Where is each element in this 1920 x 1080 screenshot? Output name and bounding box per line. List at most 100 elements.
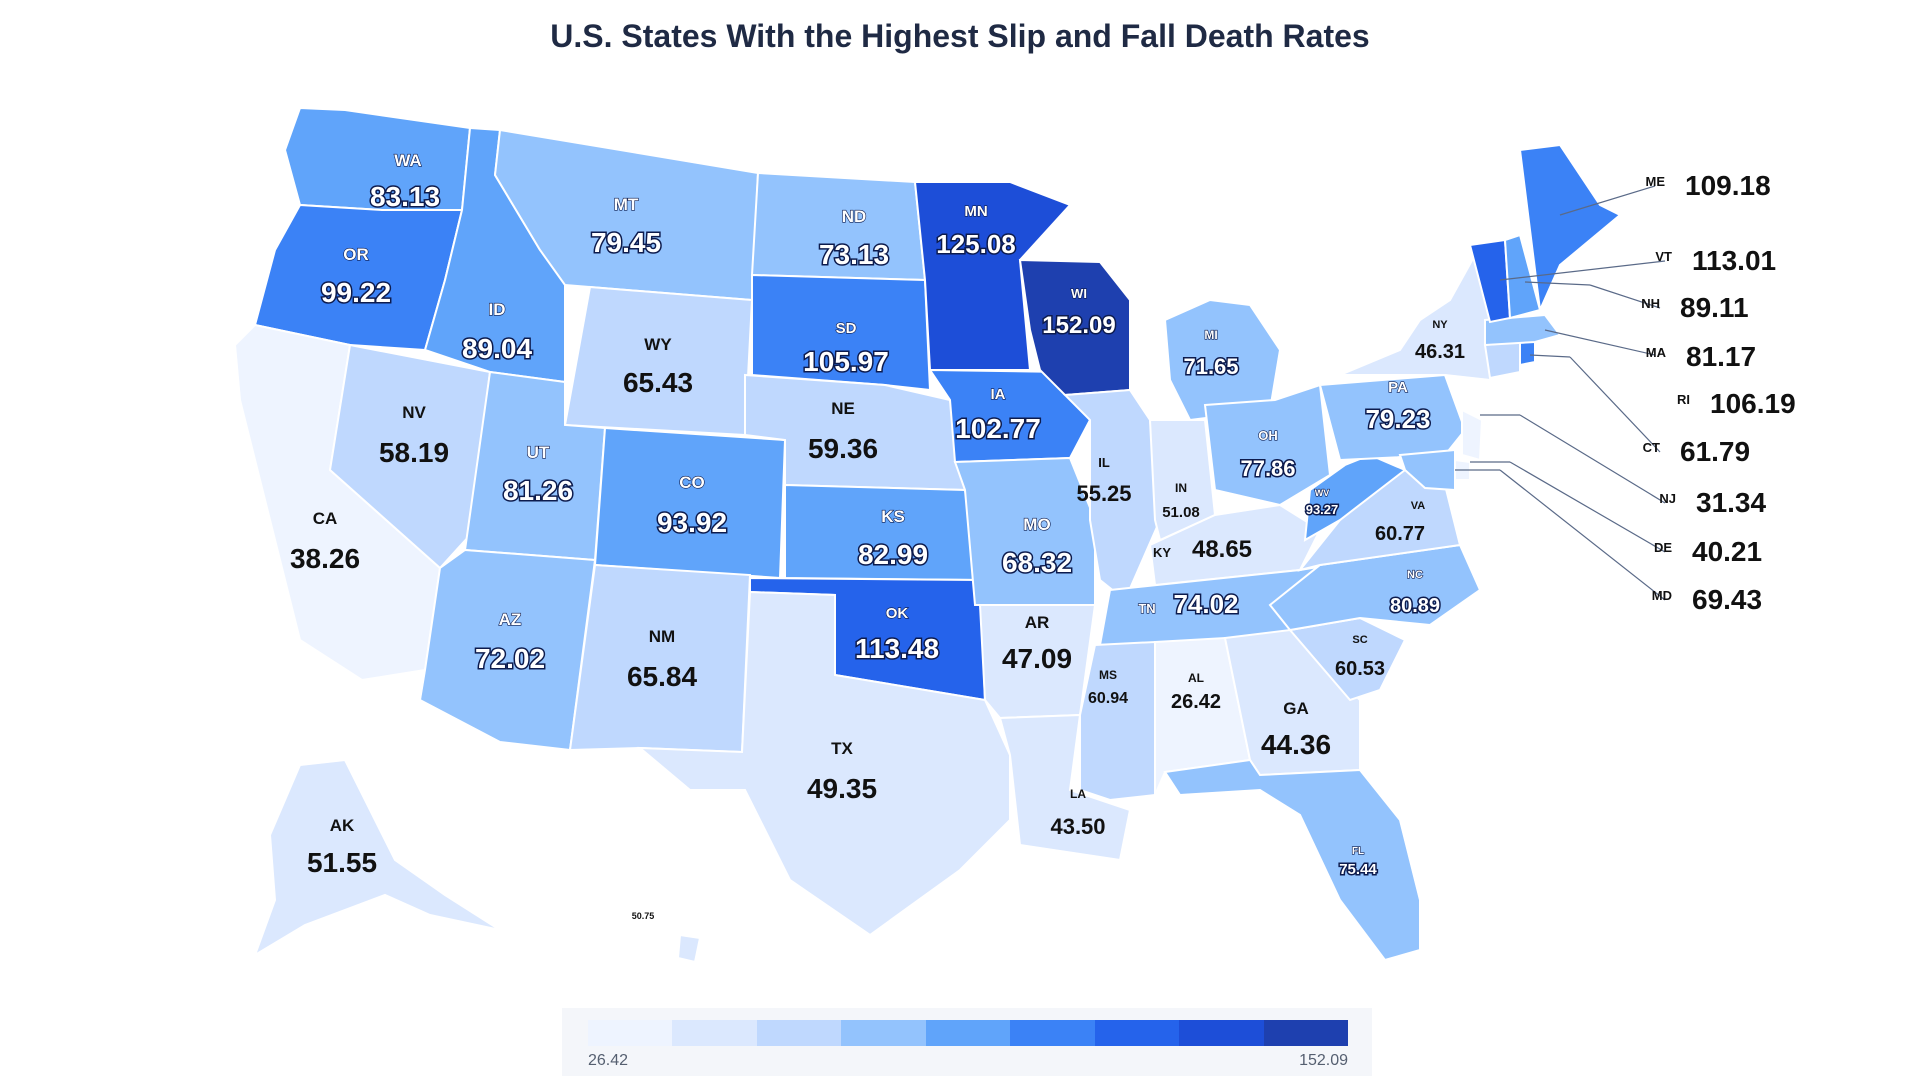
state-co[interactable]	[593, 426, 787, 580]
state-abbr-or: OR	[343, 245, 369, 264]
state-value-nv: 58.19	[379, 437, 449, 468]
state-value-ky: 48.65	[1192, 536, 1252, 563]
state-ak[interactable]	[253, 758, 501, 958]
state-value-wy: 65.43	[623, 367, 693, 398]
state-value-ok: 113.48	[855, 633, 939, 664]
callout-leader-lines	[1455, 185, 1666, 601]
state-value-ar: 47.09	[1002, 643, 1072, 674]
state-value-or: 99.22	[321, 277, 391, 308]
legend-color-bar	[588, 1020, 1348, 1046]
state-mi[interactable]	[1163, 298, 1282, 422]
state-abbr-de: DE	[1654, 540, 1672, 555]
map-title: U.S. States With the Highest Slip and Fa…	[550, 18, 1370, 54]
state-nv[interactable]	[328, 343, 492, 570]
state-abbr-mo: MO	[1023, 515, 1050, 534]
state-value-in: 51.08	[1162, 504, 1200, 521]
state-value-wv: 93.27	[1306, 502, 1339, 517]
state-hi[interactable]	[676, 933, 702, 964]
state-nj[interactable]	[1461, 408, 1484, 462]
state-value-co: 93.92	[657, 507, 727, 538]
state-abbr-ms: MS	[1099, 668, 1117, 682]
state-fl[interactable]	[1163, 758, 1421, 962]
state-abbr-nm: NM	[649, 627, 675, 646]
state-regions	[233, 106, 1622, 964]
state-abbr-nd: ND	[842, 207, 867, 226]
state-value-ri: 106.19	[1710, 388, 1796, 419]
state-abbr-mn: MN	[964, 203, 987, 220]
state-value-nc: 80.89	[1390, 595, 1440, 617]
state-value-nh: 89.11	[1680, 292, 1749, 323]
state-value-la: 43.50	[1050, 814, 1105, 839]
state-abbr-me: ME	[1646, 174, 1666, 189]
state-la[interactable]	[998, 713, 1132, 862]
legend-swatch-8	[1179, 1020, 1264, 1046]
state-abbr-tn: TN	[1138, 601, 1155, 616]
state-abbr-mi: MI	[1204, 328, 1217, 342]
state-abbr-ny: NY	[1432, 319, 1448, 331]
state-abbr-oh: OH	[1258, 428, 1278, 443]
legend-max-label: 152.09	[1299, 1052, 1348, 1069]
state-value-va: 60.77	[1375, 523, 1425, 545]
state-value-ut: 81.26	[503, 475, 573, 506]
state-abbr-nv: NV	[402, 403, 426, 422]
state-value-wi: 152.09	[1042, 312, 1115, 339]
state-value-mi: 71.65	[1183, 354, 1238, 379]
state-value-mt: 79.45	[591, 227, 661, 258]
state-abbr-sd: SD	[836, 320, 857, 337]
legend-swatch-2	[672, 1020, 757, 1046]
legend-min-label: 26.42	[588, 1052, 629, 1069]
legend-swatch-1	[588, 1020, 673, 1046]
state-labels: WA 83.13 OR 99.22 CA 38.26 NV 58.19 ID 89.04 MT 79.…	[290, 150, 1796, 921]
state-ma[interactable]	[1484, 313, 1562, 347]
state-mn[interactable]	[913, 181, 1072, 371]
state-pa[interactable]	[1318, 373, 1467, 462]
state-value-tn: 74.02	[1173, 589, 1238, 619]
state-value-ia: 102.77	[955, 413, 1041, 444]
state-abbr-la: LA	[1070, 787, 1086, 801]
state-value-ny: 46.31	[1415, 341, 1465, 363]
state-abbr-wi: WI	[1071, 286, 1087, 301]
state-value-fl: 75.44	[1339, 861, 1377, 878]
state-value-vt: 113.01	[1692, 245, 1776, 276]
state-abbr-ut: UT	[527, 443, 550, 462]
legend-swatch-7	[1094, 1020, 1180, 1046]
state-value-mn: 125.08	[936, 229, 1016, 259]
state-abbr-ga: GA	[1283, 699, 1309, 718]
state-abbr-ma: MA	[1646, 345, 1667, 360]
state-abbr-nc: NC	[1407, 569, 1423, 581]
state-ms[interactable]	[1079, 640, 1156, 802]
state-oh[interactable]	[1203, 383, 1332, 507]
state-wy[interactable]	[563, 285, 754, 437]
state-abbr-vt: VT	[1655, 249, 1672, 264]
state-value-ca: 38.26	[290, 543, 360, 574]
state-abbr-nh: NH	[1641, 296, 1660, 311]
state-me[interactable]	[1518, 143, 1622, 314]
state-ct[interactable]	[1483, 340, 1521, 380]
state-value-il: 55.25	[1076, 481, 1131, 506]
state-value-sc: 60.53	[1335, 658, 1385, 680]
state-ri[interactable]	[1519, 341, 1536, 367]
state-abbr-wy: WY	[644, 335, 672, 354]
state-value-al: 26.42	[1171, 691, 1221, 713]
state-abbr-ct: CT	[1643, 440, 1660, 455]
state-abbr-wa: WA	[394, 151, 421, 170]
state-sd[interactable]	[751, 273, 932, 392]
state-abbr-ak: AK	[330, 816, 355, 835]
legend-swatch-4	[841, 1020, 926, 1046]
state-abbr-ok: OK	[886, 605, 909, 622]
state-abbr-ar: AR	[1025, 613, 1050, 632]
state-value-sd: 105.97	[803, 346, 889, 377]
state-nm[interactable]	[568, 563, 752, 754]
state-abbr-wv: WV	[1315, 488, 1330, 498]
state-abbr-co: CO	[679, 473, 705, 492]
state-value-oh: 77.86	[1240, 456, 1295, 481]
legend-swatch-9	[1263, 1020, 1348, 1046]
state-md[interactable]	[1398, 448, 1456, 492]
state-abbr-nj: NJ	[1659, 491, 1676, 506]
legend-swatch-6	[1010, 1020, 1095, 1046]
state-value-id: 89.04	[462, 333, 532, 364]
state-abbr-ri: RI	[1677, 392, 1690, 407]
state-value-nd: 73.13	[819, 239, 889, 270]
state-tx[interactable]	[637, 590, 1011, 937]
